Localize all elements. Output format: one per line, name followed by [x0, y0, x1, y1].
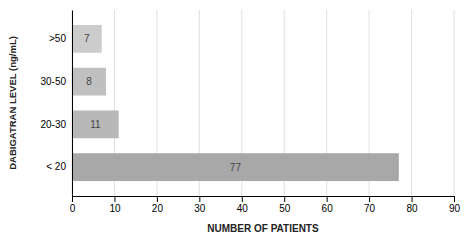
bar: [72, 110, 119, 138]
x-tick: 0: [70, 196, 76, 214]
x-tick-mark: [242, 196, 243, 202]
x-tick-label: 30: [194, 203, 206, 214]
y-tick-label: < 20: [46, 161, 66, 172]
x-tick-label: 0: [70, 203, 76, 214]
x-tick: 70: [364, 196, 376, 214]
y-axis-title: DABIGATRAN LEVEL (ng/mL): [7, 36, 18, 170]
bar: [72, 68, 106, 96]
x-axis: 0 10 20 30 40 50 60 70 80 90: [70, 196, 461, 214]
data-labels: 77 11 8 7: [84, 33, 241, 172]
y-tick-label: >50: [49, 33, 66, 44]
x-tick-mark: [284, 196, 285, 202]
y-tick-label: 20-30: [40, 119, 66, 130]
grid-line: [72, 10, 73, 196]
x-tick: 50: [279, 196, 291, 214]
y-tick: < 20: [46, 161, 66, 172]
plot: 0 10 20 30 40 50 60 70 80 90 < 20 20-30 30-50 >50 77 11…: [40, 10, 460, 214]
bar: [72, 25, 102, 53]
x-tick: 60: [322, 196, 334, 214]
data-label: 7: [84, 33, 90, 44]
x-tick-mark: [199, 196, 200, 202]
x-tick-label: 10: [109, 203, 121, 214]
x-tick-label: 70: [364, 203, 376, 214]
x-tick-label: 50: [279, 203, 291, 214]
data-label: 8: [86, 76, 92, 87]
y-axis-line: [72, 11, 73, 197]
data-label: 11: [90, 119, 101, 130]
x-tick: 40: [237, 196, 249, 214]
chart: 0 10 20 30 40 50 60 70 80 90 < 20 20-30 30-50 >50 77 11…: [0, 0, 474, 240]
x-tick-label: 40: [237, 203, 249, 214]
x-tick-mark: [72, 196, 73, 202]
x-axis-title: NUMBER OF PATIENTS: [207, 223, 319, 234]
x-tick: 20: [152, 196, 164, 214]
x-tick-mark: [327, 196, 328, 202]
grid-line: [454, 10, 455, 196]
x-axis-line: [73, 196, 455, 197]
x-tick-label: 20: [152, 203, 164, 214]
x-tick-mark: [114, 196, 115, 202]
x-tick: 80: [406, 196, 418, 214]
y-axis: < 20 20-30 30-50 >50: [40, 11, 72, 197]
data-label: 77: [230, 162, 242, 173]
x-tick: 30: [194, 196, 206, 214]
bar: [72, 153, 399, 181]
bars: [72, 25, 399, 181]
grid-line: [411, 10, 412, 196]
y-tick: >50: [49, 33, 66, 44]
x-tick: 10: [109, 196, 121, 214]
x-tick: 90: [449, 196, 461, 214]
x-tick-mark: [454, 196, 455, 202]
x-tick-mark: [369, 196, 370, 202]
x-tick-mark: [412, 196, 413, 202]
grid: [72, 10, 454, 196]
y-tick: 20-30: [40, 119, 66, 130]
y-tick-label: 30-50: [40, 76, 66, 87]
x-tick-mark: [157, 196, 158, 202]
x-tick-label: 60: [322, 203, 334, 214]
x-tick-label: 90: [449, 203, 461, 214]
y-tick: 30-50: [40, 76, 66, 87]
x-tick-label: 80: [406, 203, 418, 214]
